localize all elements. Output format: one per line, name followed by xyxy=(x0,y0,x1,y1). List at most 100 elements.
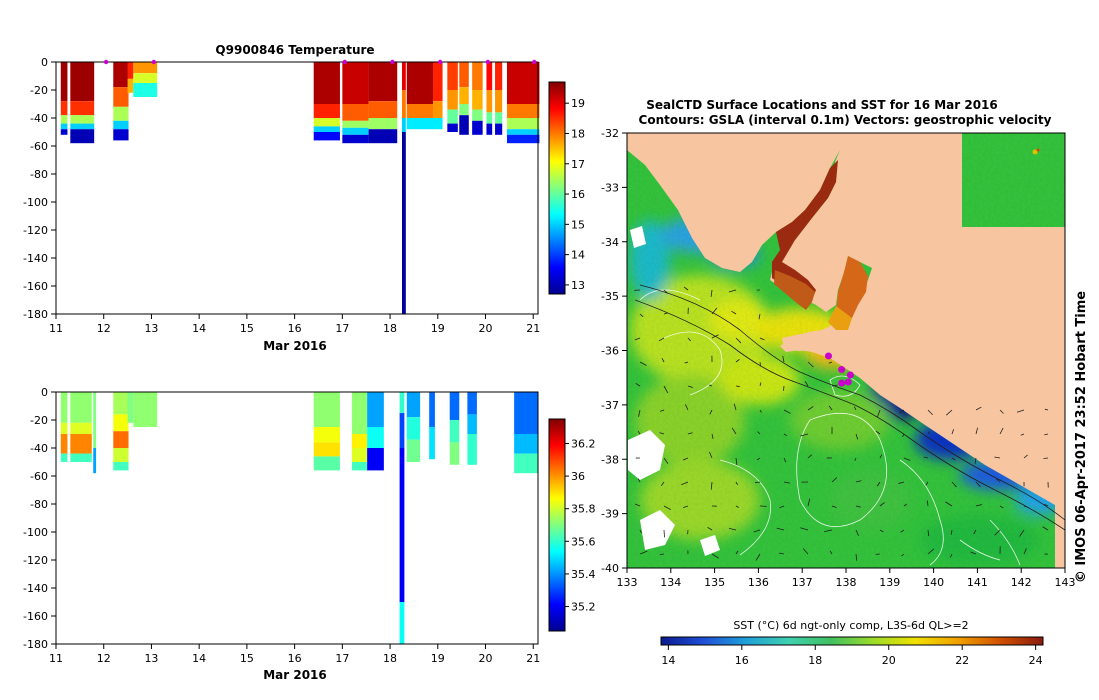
velocity-vector xyxy=(735,337,742,344)
velocity-vector xyxy=(807,454,813,459)
velocity-vector xyxy=(807,498,811,507)
temp-profile-cell xyxy=(433,118,443,130)
temp-profile-cell xyxy=(313,132,340,141)
velocity-vector xyxy=(659,432,665,435)
map-xtick-label: 138 xyxy=(836,576,857,589)
sal-ytick-label: -20 xyxy=(30,414,48,427)
salinity-axes-frame xyxy=(55,391,539,645)
seal-ctd-marker xyxy=(846,371,854,379)
temperature-cbtick-label: 14 xyxy=(571,249,585,262)
velocity-vector xyxy=(853,406,857,411)
velocity-vector xyxy=(733,403,737,411)
salinity-colorbar-ticks: 35.2 35.4 35.6 35.8 36 36.2 xyxy=(565,437,596,614)
temp-profile-cell xyxy=(313,118,340,127)
velocity-vector xyxy=(951,457,956,461)
temperature-marker xyxy=(531,59,537,65)
sal-profile-cell xyxy=(514,453,538,474)
velocity-vector xyxy=(855,505,861,508)
temp-ytick-label: -140 xyxy=(23,252,48,265)
temperature-y-axis: 0 -20 -40 -60 -80 -100 -120 -140 -160 -180 xyxy=(23,56,56,321)
velocity-vector xyxy=(994,529,1001,536)
velocity-vector xyxy=(927,431,931,435)
sal-profile-cell xyxy=(406,392,421,418)
temp-profile-cell xyxy=(472,120,483,135)
map-ytick-label: -32 xyxy=(601,127,619,140)
sal-ytick-label: -140 xyxy=(23,582,48,595)
velocity-vector xyxy=(999,505,1004,509)
velocity-vector xyxy=(1044,433,1049,436)
temp-ytick-label: -60 xyxy=(30,140,48,153)
seal-ctd-marker xyxy=(838,379,846,387)
temp-profile xyxy=(133,62,158,97)
sal-xtick-label: 11 xyxy=(49,652,63,665)
velocity-vector xyxy=(975,504,982,507)
ne-dot-2 xyxy=(1036,148,1040,152)
sal-profile-cell xyxy=(399,392,405,413)
velocity-vector xyxy=(783,409,791,414)
temp-profile xyxy=(433,62,443,130)
velocity-vector xyxy=(735,550,739,555)
sal-profile-cell xyxy=(313,442,340,457)
temp-ytick-label: -120 xyxy=(23,224,48,237)
temp-profile-cell xyxy=(60,101,68,116)
temp-profile xyxy=(60,62,68,135)
velocity-vector xyxy=(707,526,713,531)
map-xtick-label: 136 xyxy=(748,576,769,589)
sal-profile-cell xyxy=(313,392,340,427)
velocity-vector xyxy=(927,409,933,416)
temp-profile-cell xyxy=(495,123,503,135)
temp-profile-cell xyxy=(113,62,129,88)
temp-profile-cell xyxy=(60,62,68,102)
velocity-vector xyxy=(687,432,693,435)
temp-profile-cell xyxy=(472,109,483,121)
sst-colorbar-ticks: 14 16 18 20 22 24 xyxy=(661,645,1043,667)
sal-profile-cell xyxy=(449,420,460,443)
map-ytick-label: -33 xyxy=(601,181,619,194)
velocity-vector xyxy=(946,409,953,416)
velocity-vector xyxy=(925,481,929,486)
velocity-vector xyxy=(637,478,641,483)
velocity-vector xyxy=(807,406,814,411)
temp-profile-cell xyxy=(401,132,406,314)
sal-profile xyxy=(93,392,97,474)
temperature-cbtick-label: 16 xyxy=(571,188,585,201)
sal-profile-cell xyxy=(60,422,68,434)
sst-cbtick-label: 24 xyxy=(1029,654,1043,667)
velocity-vector xyxy=(778,552,785,555)
gulf-st-vincent xyxy=(836,256,868,324)
velocity-vector xyxy=(663,289,669,294)
sal-ytick-label: -60 xyxy=(30,470,48,483)
velocity-vector xyxy=(711,307,718,315)
temp-ytick-label: -80 xyxy=(30,168,48,181)
velocity-vector xyxy=(759,382,762,387)
temp-profile-cell xyxy=(113,129,129,141)
sal-profile-cell xyxy=(429,392,435,427)
temp-profile-cell xyxy=(401,62,406,90)
temp-profile-cell xyxy=(506,118,540,130)
temp-profile xyxy=(313,62,340,141)
velocity-vector xyxy=(994,456,1001,459)
sal-profile xyxy=(133,392,158,427)
velocity-vector xyxy=(711,334,719,339)
temp-profile-cell xyxy=(313,126,340,132)
velocity-vector xyxy=(660,481,665,487)
sal-profile-cell xyxy=(449,392,460,420)
temp-profile-cell xyxy=(495,90,503,113)
sal-profile-cell xyxy=(467,392,477,415)
sst-map-panel: SealCTD Surface Locations and SST for 16… xyxy=(601,98,1089,667)
temp-profile-cell xyxy=(495,62,503,90)
velocity-vector xyxy=(903,503,908,507)
sal-profile-cell xyxy=(449,442,460,465)
velocity-vector xyxy=(950,529,953,535)
sst-cbtick-label: 22 xyxy=(955,654,969,667)
temp-profile-cell xyxy=(406,62,434,104)
sal-profile xyxy=(351,392,368,471)
sal-ytick-label: -120 xyxy=(23,554,48,567)
velocity-vector xyxy=(951,429,955,435)
velocity-vector xyxy=(800,527,809,531)
temp-profile-cell xyxy=(506,134,540,144)
sal-profile-cell xyxy=(467,434,477,465)
map-xtick-label: 141 xyxy=(967,576,988,589)
temp-profile xyxy=(486,62,493,135)
temp-xtick-label: 16 xyxy=(288,322,302,335)
